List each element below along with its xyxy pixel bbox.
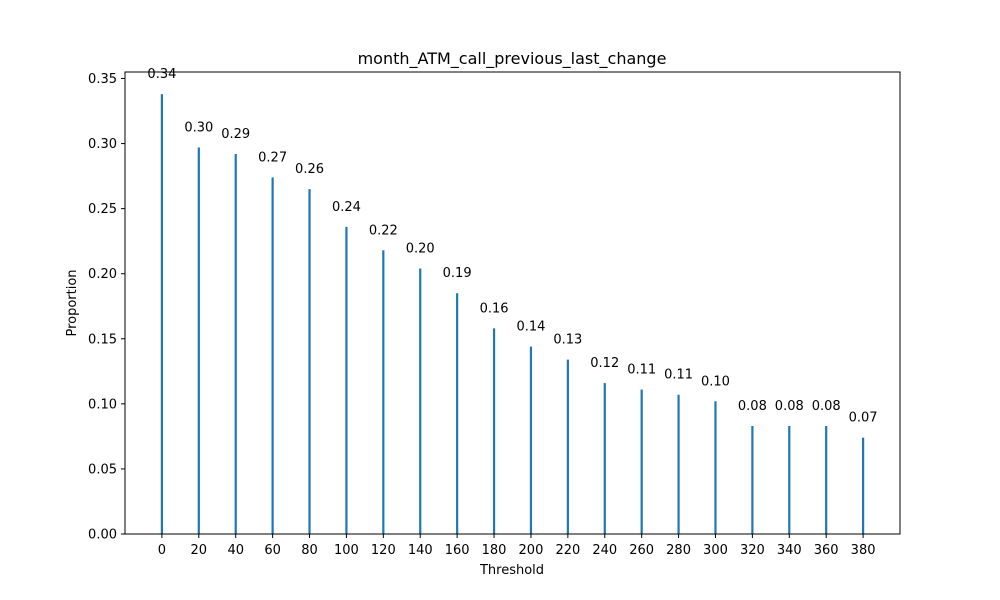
data-label-140: 0.20 xyxy=(406,242,435,257)
bar-240 xyxy=(603,383,606,534)
plot-frame xyxy=(124,71,901,535)
data-label-380: 0.07 xyxy=(849,411,878,426)
data-label-220: 0.13 xyxy=(553,333,582,348)
x-tick-label-20: 20 xyxy=(191,543,208,558)
data-label-60: 0.27 xyxy=(258,150,287,165)
x-tick-label-80: 80 xyxy=(301,543,318,558)
data-label-120: 0.22 xyxy=(369,223,398,238)
x-tick-label-180: 180 xyxy=(482,543,507,558)
x-tick-label-360: 360 xyxy=(814,543,839,558)
x-tick-label-300: 300 xyxy=(703,543,728,558)
x-tick-label-340: 340 xyxy=(777,543,802,558)
bar-80 xyxy=(308,189,311,534)
data-label-40: 0.29 xyxy=(221,127,250,142)
y-axis-title: Proportion xyxy=(65,269,80,336)
data-label-100: 0.24 xyxy=(332,200,361,215)
x-tick-label-140: 140 xyxy=(408,543,433,558)
data-label-340: 0.08 xyxy=(775,399,804,414)
bar-120 xyxy=(382,250,385,534)
data-label-0: 0.34 xyxy=(147,67,176,82)
data-label-320: 0.08 xyxy=(738,399,767,414)
x-tick-label-260: 260 xyxy=(629,543,654,558)
y-tick-label-0.35: 0.35 xyxy=(88,72,117,87)
bar-300 xyxy=(714,401,717,534)
x-tick-label-0: 0 xyxy=(158,543,166,558)
x-tick-label-240: 240 xyxy=(592,543,617,558)
bar-380 xyxy=(861,437,865,534)
bar-20 xyxy=(197,147,200,534)
y-tick-label-0.25: 0.25 xyxy=(88,202,117,217)
bar-280 xyxy=(677,394,680,534)
data-label-300: 0.10 xyxy=(701,374,730,389)
bar-260 xyxy=(640,389,643,534)
data-label-20: 0.30 xyxy=(184,120,213,135)
data-label-80: 0.26 xyxy=(295,162,324,177)
bar-360 xyxy=(825,425,828,534)
x-axis-title: Threshold xyxy=(479,563,544,578)
bar-180 xyxy=(492,328,496,534)
x-tick-label-40: 40 xyxy=(227,543,244,558)
data-label-240: 0.12 xyxy=(590,356,619,371)
bar-60 xyxy=(271,177,274,535)
bar-320 xyxy=(751,425,754,534)
y-tick-label-0.15: 0.15 xyxy=(88,332,117,347)
bars-group xyxy=(160,94,865,535)
y-axis: 0.00 0.05 0.10 0.15 0.20 0.25 0.30 0.35 xyxy=(88,72,125,543)
chart-title: month_ATM_call_previous_last_change xyxy=(358,49,667,69)
data-label-280: 0.11 xyxy=(664,368,693,383)
data-label-200: 0.14 xyxy=(516,320,545,335)
y-tick-label-0.20: 0.20 xyxy=(88,267,117,282)
bar-40 xyxy=(234,153,237,534)
bar-160 xyxy=(456,293,459,534)
bar-140 xyxy=(419,268,422,534)
data-label-180: 0.16 xyxy=(480,301,509,316)
x-tick-label-160: 160 xyxy=(445,543,470,558)
x-tick-label-380: 380 xyxy=(851,543,876,558)
data-labels-group: 0.34 0.30 0.29 0.27 0.26 0.24 0.22 0.20 0.19 0.16… xyxy=(147,67,877,426)
y-tick-label-0.10: 0.10 xyxy=(88,397,117,412)
y-tick-label-0.30: 0.30 xyxy=(88,137,117,152)
x-tick-label-100: 100 xyxy=(334,543,359,558)
x-tick-label-60: 60 xyxy=(264,543,281,558)
x-tick-label-320: 320 xyxy=(740,543,765,558)
data-label-160: 0.19 xyxy=(443,266,472,281)
x-axis: 0 20 40 60 80 100 120 140 160 180 200 220 240 260 280 3… xyxy=(158,534,876,558)
bar-220 xyxy=(566,359,569,534)
x-tick-label-220: 220 xyxy=(555,543,580,558)
bar-0 xyxy=(160,94,164,534)
bar-100 xyxy=(345,226,348,534)
y-tick-label-0.05: 0.05 xyxy=(88,462,117,477)
x-tick-label-280: 280 xyxy=(666,543,691,558)
bar-340 xyxy=(788,425,791,534)
y-tick-label-0.00: 0.00 xyxy=(88,528,117,543)
x-tick-label-120: 120 xyxy=(371,543,396,558)
x-tick-label-200: 200 xyxy=(519,543,544,558)
data-label-360: 0.08 xyxy=(812,399,841,414)
bar-200 xyxy=(529,346,533,534)
data-label-260: 0.11 xyxy=(627,363,656,378)
